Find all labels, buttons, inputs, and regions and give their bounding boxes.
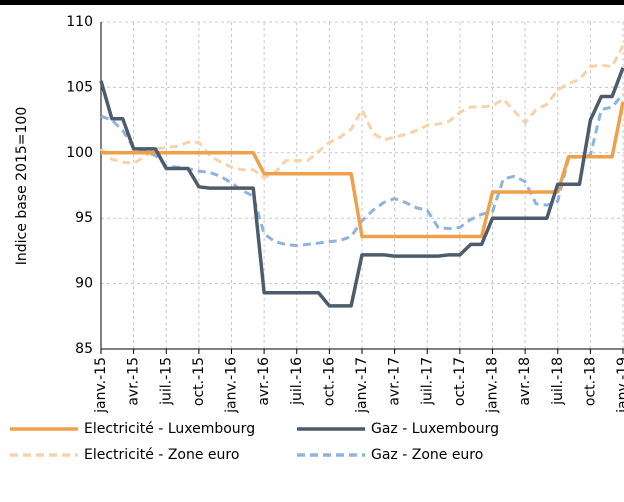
x-tick-label: avr.-18	[517, 357, 533, 406]
legend-label: Gaz - Zone euro	[371, 447, 483, 463]
top-bar	[0, 0, 624, 5]
x-tick-label: juil.-17	[419, 357, 435, 406]
x-tick-label: avr.-16	[256, 357, 272, 406]
x-tick-label: janv.-18	[485, 357, 501, 414]
y-tick-label: 95	[75, 210, 93, 226]
x-tick-label: juil.-18	[550, 357, 566, 406]
x-tick-label: avr.-17	[387, 357, 403, 406]
y-tick-label: 105	[66, 79, 93, 95]
series-line	[99, 67, 624, 308]
x-tick-label: janv.-19	[615, 357, 624, 414]
x-tick-label: oct.-16	[321, 357, 337, 406]
x-tick-label: janv.-16	[224, 357, 240, 414]
x-tick-label: oct.-15	[191, 357, 207, 406]
x-tick-label: oct.-18	[582, 357, 598, 406]
x-tick-label: oct.-17	[452, 357, 468, 406]
legend-label: Electricité - Zone euro	[84, 447, 239, 463]
x-tick-label: janv.-17	[354, 357, 370, 414]
x-tick-label: avr.-15	[126, 357, 142, 406]
legend-label: Electricité - Luxembourg	[84, 421, 255, 437]
y-tick-label: 110	[66, 14, 93, 30]
series-line	[99, 44, 624, 180]
legend-label: Gaz - Luxembourg	[371, 421, 499, 437]
x-tick-label: janv.-15	[93, 357, 109, 414]
y-tick-label: 90	[75, 276, 93, 292]
x-tick-label: juil.-16	[289, 357, 305, 406]
series-line	[101, 101, 624, 239]
y-tick-label: 100	[66, 145, 93, 161]
x-tick-label: juil.-15	[158, 357, 174, 406]
y-axis-label: Indice base 2015=100	[14, 107, 30, 265]
y-tick-label: 85	[75, 341, 93, 357]
